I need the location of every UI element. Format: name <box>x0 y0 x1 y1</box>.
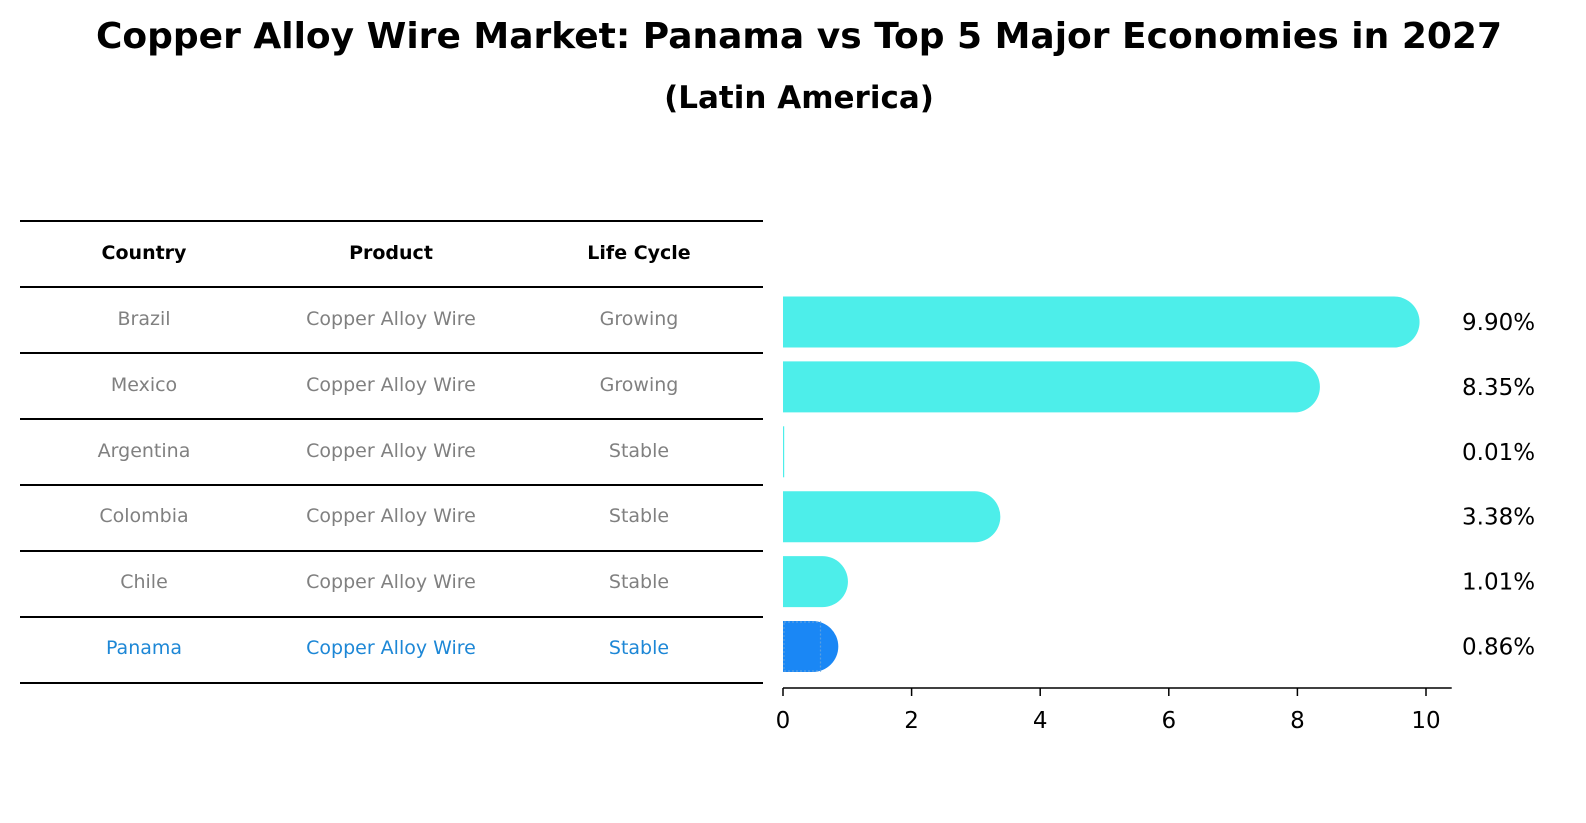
chart-title: Copper Alloy Wire Market: Panama vs Top … <box>95 16 1503 57</box>
table-cell-product: Copper Alloy Wire <box>306 505 476 528</box>
table-divider <box>20 286 763 288</box>
bar-value-label: 9.90% <box>1462 310 1535 336</box>
bar-value-label: 3.38% <box>1462 505 1535 531</box>
table-divider <box>20 616 763 618</box>
bar-shape <box>783 296 1420 348</box>
bar-hatch-outline <box>783 621 822 672</box>
table-divider <box>20 220 763 222</box>
table-header-country: Country <box>101 242 187 264</box>
table-cell-product: Copper Alloy Wire <box>306 637 476 659</box>
table-cell-life-cycle: Stable <box>608 571 670 594</box>
table-cell-product: Copper Alloy Wire <box>306 373 476 396</box>
bar-shape <box>783 491 1001 543</box>
bar-argentina <box>783 426 785 478</box>
table-cell-country: Panama <box>105 637 183 659</box>
chart-subtitle: (Latin America) <box>664 80 934 116</box>
x-tick-label: 4 <box>1033 708 1048 734</box>
table-cell-life-cycle: Stable <box>608 637 670 659</box>
bar-shape <box>783 361 1320 413</box>
x-tick-label: 2 <box>904 708 919 734</box>
bar-value-label: 8.35% <box>1462 375 1535 401</box>
bar-shape <box>783 621 839 672</box>
table-divider <box>20 418 763 420</box>
table-cell-product: Copper Alloy Wire <box>306 571 476 594</box>
x-tick-label: 8 <box>1290 708 1305 734</box>
table-cell-product: Copper Alloy Wire <box>306 439 476 462</box>
bar-panama <box>783 621 839 672</box>
table-divider <box>20 484 763 486</box>
table-divider <box>20 550 763 552</box>
bar-mexico <box>783 361 1320 413</box>
table-divider <box>20 682 763 684</box>
table-cell-life-cycle: Growing <box>599 373 679 396</box>
table-cell-life-cycle: Stable <box>608 439 670 462</box>
table-header-life-cycle: Life Cycle <box>587 242 691 264</box>
table-cell-country: Chile <box>120 571 168 594</box>
bar-value-label: 1.01% <box>1462 570 1535 596</box>
bar-value-label: 0.01% <box>1462 440 1535 466</box>
x-tick-label: 10 <box>1411 708 1440 734</box>
table-cell-country: Mexico <box>110 373 178 396</box>
table-cell-product: Copper Alloy Wire <box>306 308 476 330</box>
bar-shape <box>783 426 785 478</box>
bar-colombia <box>783 491 1001 543</box>
table-cell-life-cycle: Growing <box>599 308 679 330</box>
table-cell-country: Colombia <box>99 505 189 528</box>
table-cell-country: Argentina <box>97 439 191 462</box>
table-divider <box>20 352 763 354</box>
x-tick-label: 0 <box>776 708 791 734</box>
table-header-product: Product <box>349 242 433 264</box>
bar-value-label: 0.86% <box>1462 635 1535 661</box>
bar-brazil <box>783 296 1420 348</box>
table-cell-country: Brazil <box>117 308 171 330</box>
bar-shape <box>783 556 848 608</box>
bar-chile <box>783 556 848 608</box>
x-tick-label: 6 <box>1161 708 1176 734</box>
table-cell-life-cycle: Stable <box>608 505 670 528</box>
